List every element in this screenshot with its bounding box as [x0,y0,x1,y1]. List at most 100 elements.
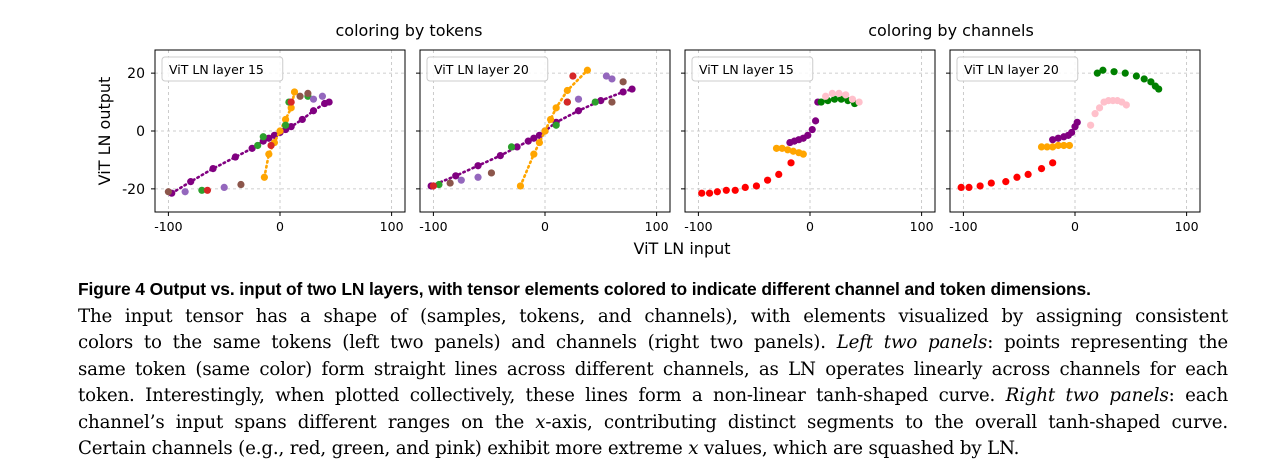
caption-title: Figure 4 Output vs. input of two LN laye… [78,279,1091,299]
panel-legend-box [426,56,549,82]
x-tick-label: 100 [380,219,404,234]
caption-line-5: channel’s input spans different ranges o… [78,411,1228,433]
caption-line-2: colors to the same tokens (left two pane… [78,332,1228,353]
data-point-channel-orange [1049,143,1057,151]
data-point-channel-red [957,183,965,192]
data-point-channel-pink [1095,104,1104,112]
data-point-channel-red [713,188,721,196]
series-line-token-purple [170,100,331,195]
data-point-token-purple [231,153,239,161]
y-tick-label: -20 [122,182,145,198]
data-point-token-orange [530,150,538,158]
group-title-channels: coloring by channels [868,21,1034,40]
data-point-token-red [267,141,275,150]
data-point-token-orange [552,104,560,112]
data-point-token-orange [287,104,295,112]
data-point-token-red [203,186,212,194]
data-point-channel-orange [1060,141,1068,150]
data-point-channel-red [965,183,973,192]
data-point-channel-red [987,179,995,187]
x-tick-label: -100 [154,219,182,234]
data-point-token-mixed [591,98,599,106]
data-point-token-brown [164,188,172,196]
data-point-channel-green [830,95,839,103]
x-tick-label: 100 [910,219,934,234]
caption-em-right: Right two panels [1005,385,1169,406]
data-point-token-mixed [552,121,560,129]
data-point-channel-pink [828,89,836,97]
data-point-channel-pink [1122,101,1130,109]
data-point-token-red [287,98,295,106]
data-point-channel-orange [789,147,797,155]
data-point-token-brown [487,169,496,177]
data-point-channel-green [817,98,825,106]
data-point-token-purple [209,165,217,173]
data-point-token-purple [309,107,318,115]
x-tick-label: 0 [541,219,549,234]
data-point-token-purple [248,144,256,152]
data-point-token-violet [220,183,228,192]
data-point-channel-red [775,170,783,178]
data-point-token-brown [304,89,312,97]
y-axis-label: ViT LN output [95,77,114,186]
data-point-token-violet [574,95,583,103]
y-tick-label: 0 [136,124,145,140]
data-point-token-mixed [254,141,262,150]
data-point-channel-green [1147,78,1155,86]
data-point-token-purple [535,131,544,139]
data-point-token-orange [541,127,549,135]
data-point-channel-red [976,182,984,190]
group-title-tokens: coloring by tokens [335,21,482,40]
data-point-token-purple [325,98,333,106]
panel-legend-box [161,56,284,82]
data-point-channel-pink [822,92,830,100]
panel-layer-label: ViT LN layer 15 [699,62,794,77]
data-point-token-purple [287,123,295,131]
data-point-channel-red [698,189,706,197]
data-point-channel-green [1155,85,1163,93]
data-point-token-violet [602,72,610,80]
y-tick-label: 20 [127,66,145,82]
data-point-token-orange [516,182,525,190]
data-point-channel-red [763,176,772,184]
data-point-channel-orange [1065,141,1074,150]
figure-caption: Figure 4 Output vs. input of two LN laye… [78,276,1228,463]
data-point-channel-orange [1037,143,1046,151]
data-point-channel-red [752,182,761,190]
data-point-channel-pink [1091,110,1099,118]
data-point-channel-red [705,189,714,197]
data-point-channel-purple [1049,136,1057,144]
data-point-channel-purple [1068,128,1076,137]
x-tick-label: 100 [645,219,669,234]
data-point-token-violet [181,188,189,196]
data-point-channel-purple [1054,134,1062,142]
data-point-token-violet [318,92,327,100]
caption-line-3: same token (same color) form straight li… [78,358,1228,380]
x-tick-label: -100 [949,219,977,234]
data-point-channel-purple [808,125,816,134]
panel-layer-label: ViT LN layer 15 [169,62,264,77]
data-point-channel-green [1140,75,1148,83]
data-point-token-purple [524,137,532,145]
data-point-token-mixed [507,143,516,151]
data-point-channel-orange [799,150,807,158]
data-point-token-orange [260,173,268,181]
data-point-token-violet [474,173,482,181]
data-point-channel-pink [848,95,857,103]
data-point-token-brown [446,179,454,187]
data-point-token-brown [296,92,304,100]
data-point-token-purple [628,85,636,93]
data-point-token-red [569,72,577,80]
data-point-channel-green [1110,68,1118,76]
data-point-channel-red [731,186,739,194]
data-point-token-mixed [435,180,443,189]
data-point-channel-orange [1054,141,1062,150]
caption-em-left: Left two panels [836,332,988,353]
data-point-token-orange [535,138,544,147]
data-point-channel-orange [784,146,792,154]
data-point-channel-red [1013,173,1021,181]
data-point-token-purple [597,97,605,105]
data-point-token-brown [608,98,616,106]
data-point-channel-green [1121,69,1129,77]
caption-title-line: Figure 4 Output vs. input of two LN laye… [78,276,1228,304]
